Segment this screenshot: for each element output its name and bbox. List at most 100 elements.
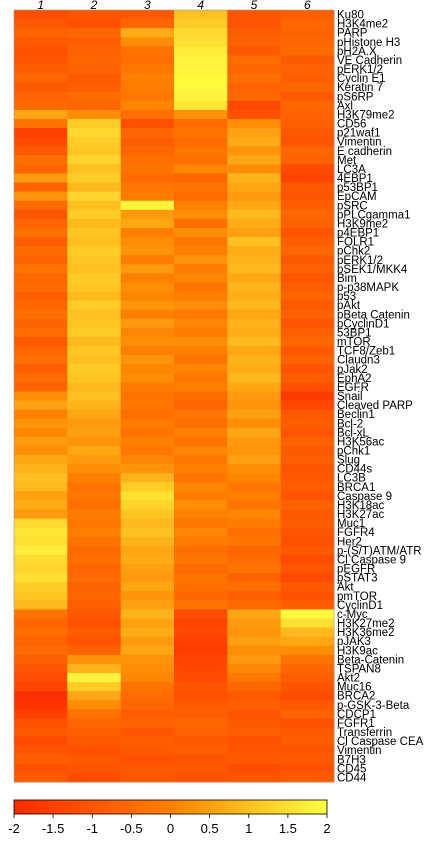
heatmap-cell bbox=[227, 464, 282, 474]
heatmap-cell bbox=[174, 518, 228, 529]
heatmap-cell bbox=[280, 182, 335, 193]
heatmap-cell bbox=[227, 282, 282, 293]
heatmap-cell bbox=[227, 173, 282, 184]
heatmap-cell bbox=[280, 255, 335, 265]
heatmap-cell bbox=[174, 300, 228, 311]
heatmap-cell bbox=[67, 772, 122, 783]
column-label: 3 bbox=[144, 0, 151, 12]
heatmap-cell bbox=[120, 382, 175, 392]
heatmap-cell bbox=[120, 418, 175, 429]
heatmap-cell bbox=[174, 155, 228, 165]
heatmap-cell bbox=[14, 227, 68, 238]
heatmap-cell bbox=[67, 64, 122, 75]
heatmap-cell bbox=[280, 191, 335, 202]
row-label: Beclin1 bbox=[337, 409, 375, 421]
heatmap-cell bbox=[14, 37, 68, 47]
row-label: pH2A.X bbox=[337, 46, 377, 58]
heatmap-cell bbox=[67, 273, 122, 283]
heatmap-cell bbox=[67, 364, 122, 374]
heatmap-cell bbox=[174, 109, 228, 120]
heatmap-cell bbox=[67, 727, 122, 738]
heatmap-cell bbox=[14, 373, 68, 383]
heatmap-cell bbox=[14, 564, 68, 574]
heatmap-cell bbox=[67, 55, 122, 65]
heatmap-cell bbox=[67, 137, 122, 147]
heatmap-cell bbox=[14, 10, 68, 20]
heatmap-cell bbox=[120, 609, 175, 620]
heatmap-cell bbox=[227, 246, 282, 256]
heatmap-cell bbox=[174, 227, 228, 238]
row-label: mTOR bbox=[337, 337, 371, 349]
heatmap-cell bbox=[67, 500, 122, 511]
heatmap-cell bbox=[174, 346, 228, 356]
heatmap-cell bbox=[174, 455, 228, 465]
row-label: pmTOR bbox=[337, 591, 377, 603]
heatmap-cell bbox=[280, 155, 335, 165]
row-label: pJak2 bbox=[337, 364, 368, 376]
heatmap-cell bbox=[67, 618, 122, 629]
row-label: pJAK3 bbox=[337, 636, 371, 648]
heatmap-cell bbox=[280, 709, 335, 719]
heatmap-cell bbox=[280, 736, 335, 747]
heatmap-cell bbox=[67, 182, 122, 193]
heatmap-cell bbox=[67, 382, 122, 392]
heatmap-cell bbox=[14, 400, 68, 411]
heatmap-cell bbox=[14, 500, 68, 511]
heatmap-cell bbox=[67, 128, 122, 138]
heatmap-cell bbox=[280, 409, 335, 420]
heatmap-cell bbox=[67, 164, 122, 174]
row-label: CD45 bbox=[337, 763, 366, 775]
row-label: BRCA2 bbox=[337, 691, 375, 703]
heatmap-cell bbox=[174, 554, 228, 565]
heatmap-cell bbox=[174, 400, 228, 411]
row-label: Slug bbox=[337, 455, 360, 467]
heatmap-cell bbox=[280, 518, 335, 529]
heatmap-cell bbox=[280, 218, 335, 229]
heatmap-cell bbox=[174, 309, 228, 320]
heatmap-cell bbox=[227, 55, 282, 65]
heatmap-cell bbox=[227, 682, 282, 692]
heatmap-cell bbox=[280, 382, 335, 392]
heatmap-cell bbox=[67, 609, 122, 620]
row-label: Met bbox=[337, 155, 357, 167]
row-label: Keratin 7 bbox=[337, 82, 383, 94]
row-label: BRCA1 bbox=[337, 482, 375, 494]
row-label: CD56 bbox=[337, 119, 366, 131]
heatmap-cell bbox=[227, 37, 282, 47]
heatmap-cell bbox=[280, 109, 335, 120]
heatmap-cell bbox=[67, 318, 122, 329]
heatmap-cell bbox=[120, 582, 175, 592]
heatmap-cell bbox=[67, 473, 122, 483]
heatmap-cell bbox=[67, 291, 122, 302]
row-label: Axl bbox=[337, 100, 353, 112]
heatmap-cell bbox=[67, 491, 122, 501]
heatmap-cell bbox=[14, 727, 68, 738]
heatmap-cell bbox=[67, 573, 122, 583]
heatmap-cell bbox=[174, 91, 228, 102]
heatmap-cell bbox=[120, 627, 175, 638]
heatmap-cell bbox=[227, 255, 282, 265]
heatmap-cell bbox=[14, 473, 68, 483]
heatmap-cell bbox=[120, 745, 175, 756]
heatmap-cell bbox=[67, 545, 122, 556]
heatmap-cell bbox=[120, 491, 175, 501]
heatmap-cell bbox=[174, 482, 228, 492]
column-label: 4 bbox=[197, 0, 204, 12]
heatmap-cell bbox=[174, 600, 228, 610]
heatmap-cell bbox=[120, 718, 175, 728]
heatmap-cell bbox=[120, 137, 175, 147]
heatmap-cell bbox=[120, 218, 175, 229]
heatmap-cell bbox=[120, 654, 175, 665]
heatmap-cell bbox=[280, 327, 335, 338]
row-label: Her2 bbox=[337, 536, 362, 548]
heatmap-cell bbox=[67, 19, 122, 29]
heatmap-cell bbox=[120, 364, 175, 374]
heatmap-cell bbox=[280, 427, 335, 438]
heatmap-cell bbox=[120, 246, 175, 256]
heatmap-cell bbox=[227, 536, 282, 547]
heatmap-cell bbox=[280, 636, 335, 647]
row-label: H3K27me2 bbox=[337, 618, 395, 630]
heatmap-cell bbox=[227, 500, 282, 511]
heatmap-cell bbox=[174, 273, 228, 283]
heatmap-cell bbox=[227, 355, 282, 365]
